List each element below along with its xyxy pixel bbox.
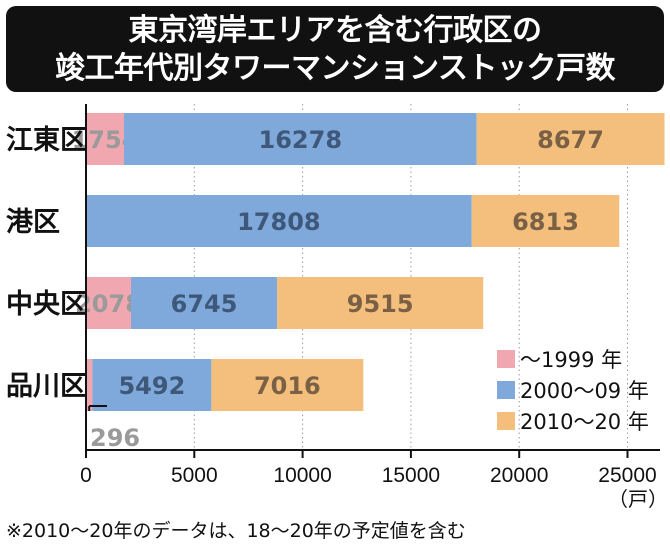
bar-3-2 [211,359,364,411]
bar-2-0 [86,277,132,329]
legend-label-0: 〜1999 年 [520,348,622,372]
data-label-2-2: 9515 [347,290,414,318]
x-tick-label-15000: 15000 [382,464,440,487]
bar-3-0 [86,359,93,411]
callout-label: 296 [90,424,140,452]
footnote: ※2010〜20年のデータは、18〜20年の予定値を含む [6,520,466,542]
data-label-0-2: 8677 [537,126,604,154]
title-banner: 東京湾岸エリアを含む行政区の 竣工年代別タワーマンションストック戸数 [6,6,664,92]
category-label-2: 中央区 [6,289,87,320]
legend-label-2: 2010〜20 年 [520,410,649,434]
category-label-0: 江東区 [6,125,87,156]
chart-title-line1: 東京湾岸エリアを含む行政区の [128,13,543,48]
x-tick-label-10000: 10000 [273,464,331,487]
bar-0-1 [123,113,477,165]
data-label-3-2: 7016 [254,372,321,400]
data-label-3-1: 5492 [118,372,185,400]
category-label-3: 品川区 [6,371,87,402]
bar-0-2 [476,113,665,165]
data-label-0-1: 16278 [259,126,343,154]
x-axis-unit: （戸） [608,487,668,511]
chart-title-line2: 竣工年代別タワーマンションストック戸数 [55,51,615,86]
data-label-2-1: 6745 [171,290,238,318]
bar-2-1 [131,277,278,329]
x-tick-label-0: 0 [80,464,92,487]
legend-label-1: 2000〜09 年 [520,379,649,403]
category-label-1: 港区 [6,207,60,238]
bar-2-2 [277,277,484,329]
x-tick-label-20000: 20000 [490,464,548,487]
bar-0-0 [86,113,124,165]
bar-1-2 [471,195,620,247]
bar-3-1 [92,359,212,411]
data-label-1-2: 6813 [512,208,579,236]
data-label-1-1: 17808 [237,208,321,236]
x-tick-label-5000: 5000 [171,464,218,487]
legend-swatch-1 [497,381,515,399]
bar-1-1 [86,195,472,247]
legend-swatch-2 [497,412,515,430]
legend-swatch-0 [497,350,515,368]
x-tick-label-25000: 25000 [598,464,656,487]
